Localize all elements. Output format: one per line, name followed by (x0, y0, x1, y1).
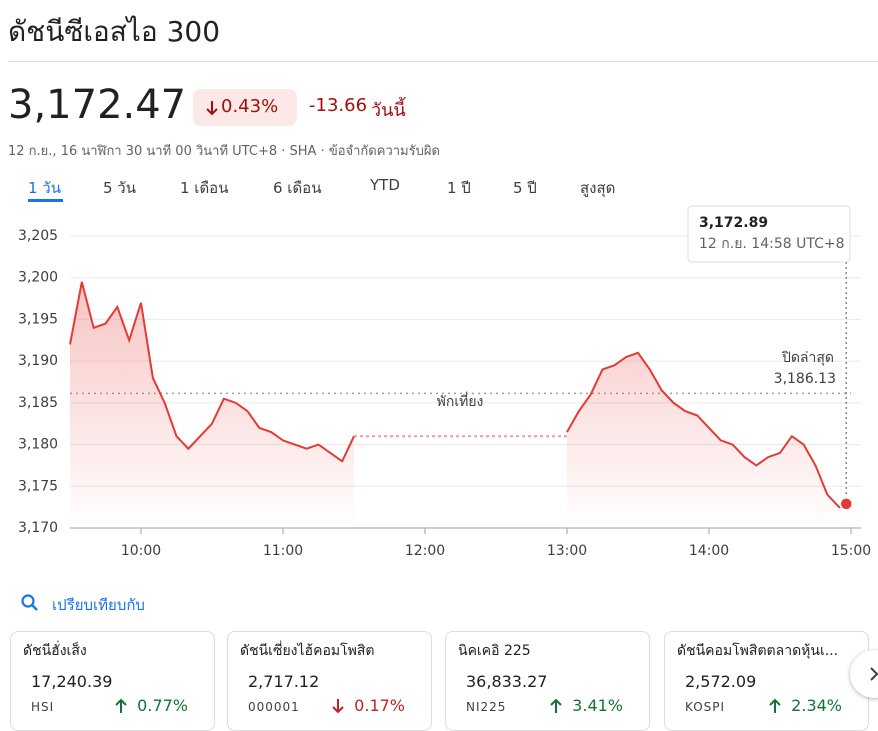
next-button[interactable] (850, 650, 878, 698)
compare-card[interactable]: ดัชนีเซี่ยงไฮ้คอมโพสิต 2,717.12 000001 0… (227, 631, 432, 731)
card-code: KOSPI (685, 700, 726, 714)
y-tick-label: 3,180 (18, 437, 58, 453)
card-value: 36,833.27 (466, 672, 548, 691)
area (70, 281, 847, 528)
compare-card[interactable]: ดัชนีฮั่งเส็ง 17,240.39 HSI 0.77% (10, 631, 215, 731)
tab[interactable]: 1 เดือน (180, 179, 229, 197)
card-name: ดัชนีเซี่ยงไฮ้คอมโพสิต (240, 643, 375, 659)
y-tick-label: 3,195 (18, 311, 58, 327)
down-arrow (206, 101, 218, 116)
previous-close-label: ปิดล่าสุด (781, 350, 834, 366)
change-percent: 0.43% (221, 96, 279, 117)
y-tick-label: 3,200 (18, 270, 58, 286)
card-value: 2,572.09 (685, 672, 757, 691)
y-tick-label: 3,175 (18, 478, 58, 494)
compare-card[interactable]: นิคเคอิ 225 36,833.27 NI225 3.41% (445, 631, 650, 731)
tab[interactable]: 1 ปี (447, 179, 471, 197)
chevron (870, 667, 878, 681)
tooltip-time: 12 ก.ย. 14:58 UTC+8 (699, 236, 844, 252)
tab[interactable]: YTD (370, 176, 400, 194)
tooltip (687, 205, 851, 263)
x-tick-label: 12:00 (405, 543, 445, 559)
card-code: 000001 (248, 700, 300, 714)
card-value: 17,240.39 (31, 672, 113, 691)
card-arrow (550, 698, 562, 713)
tab[interactable]: สูงสุด (580, 179, 616, 197)
y-tick-label: 3,170 (18, 520, 58, 536)
search-icon (21, 594, 38, 611)
chart: 3,170 3,175 3,180 3,185 3,190 3,195 3,200 3,205… (18, 205, 871, 559)
card-value: 2,717.12 (248, 672, 320, 691)
card-code: HSI (31, 700, 55, 714)
y-tick-label: 3,190 (18, 353, 58, 369)
card-code: NI225 (466, 700, 507, 714)
line (69, 281, 847, 509)
compare-card[interactable]: ดัชนีคอมโพสิตตลาดหุ้นเ... 2,572.09 KOSPI… (664, 631, 869, 731)
tab[interactable]: 5 วัน (103, 179, 136, 197)
break-label: พักเที่ยง (437, 392, 484, 410)
title: ดัชนีซีเอสไอ 300 (8, 15, 221, 48)
x-tick-label: 15:00 (831, 543, 871, 559)
compare-label[interactable]: เปรียบเทียบกับ (52, 596, 145, 614)
change-value: -13.66 (309, 95, 368, 116)
tab-underline (28, 199, 63, 202)
tooltip-value: 3,172.89 (699, 215, 768, 231)
y-tick-label: 3,185 (18, 395, 58, 411)
card-change: 0.17% (354, 696, 405, 715)
tab[interactable]: 5 ปี (513, 179, 537, 197)
change-badge: 0.43% (193, 89, 297, 126)
card-name: ดัชนีคอมโพสิตตลาดหุ้นเ... (677, 643, 839, 659)
divider (8, 61, 878, 62)
card-arrow (115, 698, 127, 713)
x-tick-label: 10:00 (121, 543, 161, 559)
card-change: 2.34% (791, 696, 842, 715)
subtitle: 12 ก.ย., 16 นาฬิกา 30 นาที 00 วินาที UTC… (8, 144, 440, 159)
x-tick-label: 14:00 (689, 543, 729, 559)
card-name: นิคเคอิ 225 (458, 643, 531, 659)
y-tick-label: 3,205 (18, 228, 58, 244)
x-tick-label: 13:00 (547, 543, 587, 559)
change-period: วันนี้ (371, 100, 406, 121)
tab[interactable]: 6 เดือน (273, 179, 322, 197)
price: 3,172.47 (8, 82, 187, 128)
hover-dot (839, 497, 854, 511)
card-name: ดัชนีฮั่งเส็ง (23, 643, 87, 659)
card-arrow (769, 698, 781, 713)
previous-close-value: 3,186.13 (774, 371, 836, 387)
card-change: 3.41% (572, 696, 623, 715)
card-arrow (332, 699, 344, 714)
x-tick-label: 11:00 (263, 543, 303, 559)
tab[interactable]: 1 วัน (28, 179, 61, 197)
card-change: 0.77% (137, 696, 188, 715)
